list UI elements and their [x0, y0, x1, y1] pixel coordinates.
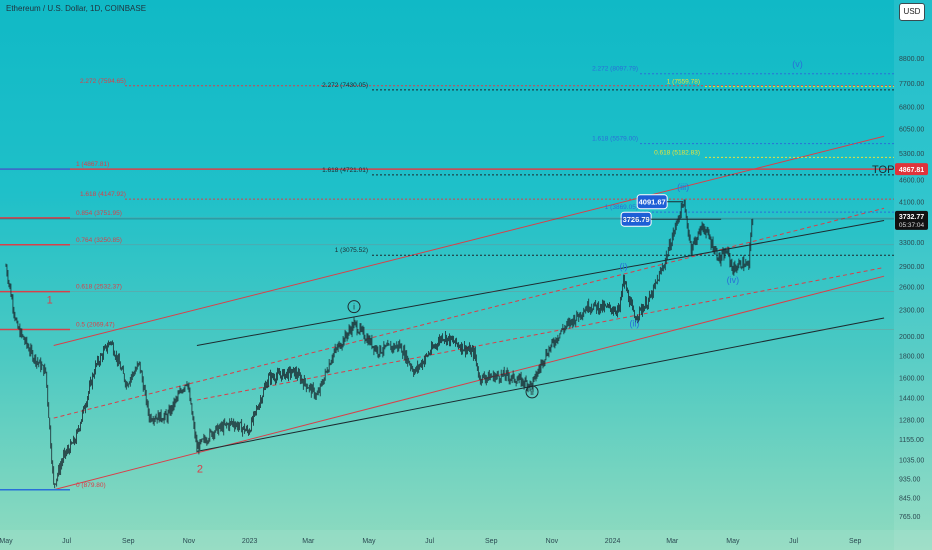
y-tick-label: 2300.00 — [899, 308, 924, 315]
currency-button[interactable]: USD — [899, 3, 925, 21]
y-tick-label: 4100.00 — [899, 199, 924, 206]
fib-level-label: 1 (4867.81) — [76, 161, 109, 168]
y-tick-label: 6050.00 — [899, 126, 924, 133]
fib-level-label: 0 (879.80) — [76, 482, 106, 489]
y-tick-label: 3300.00 — [899, 240, 924, 247]
channel-line — [53, 207, 885, 419]
symbol-title: Ethereum / U.S. Dollar, 1D, COINBASE — [6, 4, 147, 13]
y-tick-label: 4600.00 — [899, 178, 924, 185]
y-tick-label: 765.00 — [899, 514, 921, 521]
y-tick-label: 5300.00 — [899, 151, 924, 158]
x-tick-label: Sep — [122, 538, 135, 545]
fib-level-label: 2.272 (7594.65) — [80, 78, 126, 85]
y-tick-label: 1035.00 — [899, 457, 924, 464]
wave-circle — [347, 300, 361, 314]
wave-label: i — [353, 303, 355, 312]
y-tick-label: 2000.00 — [899, 334, 924, 341]
wave-label: 1 — [47, 294, 53, 306]
x-tick-label: Mar — [302, 538, 315, 545]
x-tick-label: Nov — [183, 538, 196, 545]
y-tick-label: 845.00 — [899, 495, 921, 502]
channel-line — [196, 317, 885, 452]
price-box-label: 4091.67 — [639, 198, 666, 207]
x-tick-label: Mar — [666, 538, 679, 545]
price-tag-label: 4867.81 — [899, 167, 924, 174]
ext-label-blue: 1 (3869.05) — [605, 204, 638, 211]
x-tick-label: Jul — [789, 538, 798, 545]
y-tick-label: 935.00 — [899, 476, 921, 483]
ext-label-yellow: 0.618 (5182.83) — [654, 149, 700, 156]
wave-label: (v) — [792, 59, 803, 69]
price-box-label: 3726.79 — [623, 215, 650, 224]
fib-level-label: 0.5 (2069.47) — [76, 321, 115, 328]
top-label: TOP — [872, 164, 894, 176]
time-axis-pane — [0, 530, 932, 550]
wave-label: ii — [530, 388, 534, 397]
candles — [5, 199, 754, 489]
y-tick-label: 7700.00 — [899, 81, 924, 88]
x-tick-label: Jul — [62, 538, 71, 545]
wave-circle — [525, 385, 539, 399]
ext-label-yellow: 1 (7559.78) — [667, 79, 700, 86]
price-axis-pane — [894, 0, 932, 550]
wave-label: 2 — [197, 463, 203, 475]
y-tick-label: 1800.00 — [899, 354, 924, 361]
fib-level-label: 0.618 (2532.37) — [76, 284, 122, 291]
y-tick-label: 1600.00 — [899, 376, 924, 383]
ext-label-black: 2.272 (7430.05) — [322, 82, 368, 89]
bar-countdown: 05:37:04 — [899, 222, 925, 229]
last-price-value: 3732.77 — [899, 214, 924, 221]
y-tick-label: 1280.00 — [899, 418, 924, 425]
wave-label: (ii) — [629, 319, 639, 329]
x-tick-label: Sep — [485, 538, 498, 545]
channel-line — [196, 220, 885, 346]
fib-level-label: 0.854 (3751.95) — [76, 210, 122, 217]
channel-line — [53, 275, 885, 491]
y-tick-label: 1440.00 — [899, 395, 924, 402]
channel-line — [53, 135, 885, 346]
wave-label: (i) — [620, 261, 628, 271]
y-tick-label: 2600.00 — [899, 285, 924, 292]
x-tick-label: May — [362, 538, 376, 545]
fib-level-label: 0.764 (3250.85) — [76, 237, 122, 244]
channel-line — [196, 267, 885, 401]
ext-label-black: 1.618 (4721.01) — [322, 167, 368, 174]
y-tick-label: 8800.00 — [899, 56, 924, 63]
ext-label-black: 1 (3075.52) — [335, 247, 368, 254]
x-tick-label: May — [726, 538, 740, 545]
price-tag — [895, 163, 928, 176]
x-tick-label: Jul — [425, 538, 434, 545]
ext-label-blue: 2.272 (8097.79) — [592, 66, 638, 73]
wave-label: (iii) — [677, 182, 689, 192]
y-tick-label: 6800.00 — [899, 104, 924, 111]
x-tick-label: Nov — [546, 538, 559, 545]
x-tick-label: 2024 — [605, 538, 621, 545]
y-tick-label: 2900.00 — [899, 264, 924, 271]
wave-label: (iv) — [727, 275, 740, 285]
y-tick-label: 1155.00 — [899, 437, 924, 444]
last-price-tag — [895, 210, 928, 230]
x-tick-label: 2023 — [242, 538, 258, 545]
ext-label-blue: 1.618 (5579.00) — [592, 136, 638, 143]
x-tick-label: May — [0, 538, 13, 545]
fib-level-label: 1.618 (4147.92) — [80, 191, 126, 198]
x-tick-label: Sep — [849, 538, 862, 545]
